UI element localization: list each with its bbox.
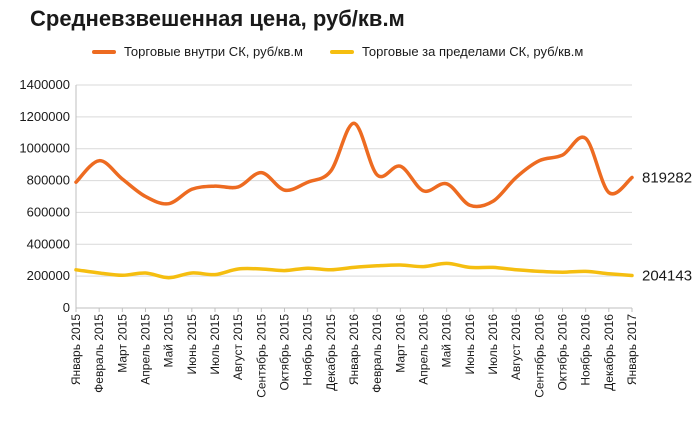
x-tick-label: Декабрь 2015 xyxy=(324,314,338,391)
legend-label-series-1: Торговые внутри СК, руб/кв.м xyxy=(124,44,303,59)
y-tick-label: 600000 xyxy=(27,204,70,219)
x-tick-label: Май 2016 xyxy=(440,314,454,368)
y-tick-label: 0 xyxy=(63,300,70,315)
x-tick-label: Август 2016 xyxy=(509,314,523,380)
x-tick-label: Февраль 2016 xyxy=(370,314,384,393)
legend-label-series-2: Торговые за пределами СК, руб/кв.м xyxy=(362,44,584,59)
series-line-2 xyxy=(74,261,634,280)
x-tick-label: Июль 2015 xyxy=(208,314,222,375)
x-tick-label: Июнь 2016 xyxy=(463,314,477,375)
legend-swatch-series-2 xyxy=(330,49,354,54)
x-tick-label: Май 2015 xyxy=(162,314,176,368)
legend-item-series-2: Торговые за пределами СК, руб/кв.м xyxy=(330,44,583,59)
x-tick-label: Ноябрь 2016 xyxy=(579,314,593,386)
x-tick-label: Январь 2016 xyxy=(347,314,361,385)
x-tick-label: Сентябрь 2015 xyxy=(254,314,268,398)
x-tick-label: Апрель 2016 xyxy=(417,314,431,385)
x-tick-label: Август 2015 xyxy=(231,314,245,380)
x-tick-label: Апрель 2015 xyxy=(139,314,153,385)
y-tick-label: 200000 xyxy=(27,268,70,283)
x-tick-label: Сентябрь 2016 xyxy=(532,314,546,398)
x-tick-label: Январь 2015 xyxy=(69,314,83,385)
x-tick-label: Февраль 2015 xyxy=(92,314,106,393)
legend-item-series-1: Торговые внутри СК, руб/кв.м xyxy=(92,44,303,59)
y-tick-label: 1200000 xyxy=(19,109,70,124)
legend-swatch-series-1 xyxy=(92,49,116,54)
x-tick-label: Июнь 2015 xyxy=(185,314,199,375)
y-tick-label: 800000 xyxy=(27,173,70,188)
series-line-1 xyxy=(74,121,634,209)
x-tick-label: Март 2015 xyxy=(115,314,129,373)
x-tick-label: Ноябрь 2015 xyxy=(301,314,315,386)
end-value-label-series-1: 819282 xyxy=(642,170,692,187)
x-tick-label: Октябрь 2016 xyxy=(556,314,570,391)
y-tick-label: 400000 xyxy=(27,236,70,251)
x-tick-label: Март 2016 xyxy=(393,314,407,373)
y-tick-label: 1400000 xyxy=(19,77,70,92)
y-tick-label: 1000000 xyxy=(19,141,70,156)
x-tick-label: Январь 2017 xyxy=(625,314,639,385)
x-tick-label: Октябрь 2015 xyxy=(278,314,292,391)
x-tick-label: Июль 2016 xyxy=(486,314,500,375)
x-tick-label: Декабрь 2016 xyxy=(602,314,616,391)
chart-legend: Торговые внутри СК, руб/кв.м Торговые за… xyxy=(0,44,700,64)
chart-title: Средневзвешенная цена, руб/кв.м xyxy=(30,6,405,31)
end-value-label-series-2: 204143 xyxy=(642,267,692,284)
